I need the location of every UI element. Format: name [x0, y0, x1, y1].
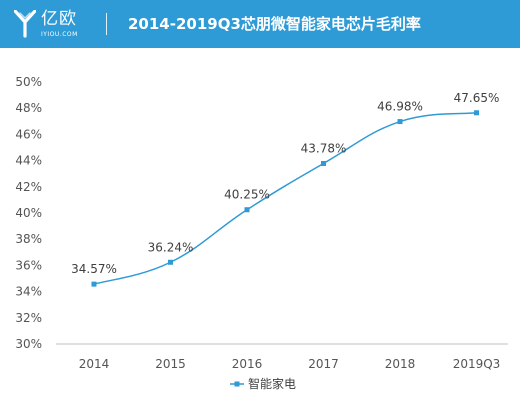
y-tick-label: 32% — [15, 311, 42, 325]
header-divider — [106, 13, 107, 35]
line-chart: 30%32%34%36%38%40%42%44%46%48%50% 2014 20… — [15, 75, 508, 391]
data-point[interactable] — [321, 160, 326, 166]
y-tick-label: 44% — [15, 154, 42, 168]
legend-label: 智能家电 — [248, 376, 296, 391]
data-point[interactable] — [168, 259, 173, 265]
x-tick-label: 2019Q3 — [453, 357, 501, 371]
y-tick-label: 42% — [15, 180, 42, 194]
data-labels: 34.57% 36.24% 40.25% 43.78% 46.98% 47.65% — [71, 91, 499, 276]
y-tick-label: 50% — [15, 75, 42, 89]
data-point[interactable] — [91, 281, 97, 287]
series-markers — [91, 110, 479, 287]
chart-area: 30% 32% 34% 36% 38% 40% 42% 44% 46% 48% 50% 2014 20… — [0, 48, 520, 400]
y-tick-label: 38% — [15, 232, 42, 246]
data-point[interactable] — [397, 119, 403, 125]
logo-text: 亿欧 — [41, 9, 77, 29]
y-tick-label: 40% — [15, 206, 42, 220]
y-tick-label: 48% — [15, 101, 42, 115]
data-label: 43.78% — [301, 141, 347, 155]
legend[interactable]: 智能家电 — [230, 376, 296, 391]
brand-logo[interactable]: 亿欧 IYIOU.COM — [0, 0, 120, 48]
header-bar: 亿欧 IYIOU.COM 2014-2019Q3芯朋微智能家电芯片毛利率 — [0, 0, 520, 48]
x-tick-label: 2014 — [79, 357, 110, 371]
chart-title: 2014-2019Q3芯朋微智能家电芯片毛利率 — [128, 15, 421, 33]
data-label: 34.57% — [71, 262, 117, 276]
data-label: 46.98% — [377, 100, 423, 114]
data-point[interactable] — [474, 110, 479, 116]
x-axis-labels: 2014 2015 2016 2017 2018 2019Q3 — [79, 357, 501, 371]
y-tick-label: 46% — [15, 127, 42, 141]
y-axis-labels: 30% 32% 34% 36% 38% 40% 42% 44% 46% 48% 50% — [15, 75, 42, 351]
series-line — [93, 112, 477, 285]
logo-mark-icon — [14, 10, 36, 38]
y-tick-label: 30% — [15, 337, 42, 351]
data-label: 36.24% — [148, 240, 194, 254]
y-tick-label: 34% — [15, 285, 42, 299]
legend-marker-icon — [234, 381, 240, 387]
data-point[interactable] — [244, 207, 250, 213]
logo-domain: IYIOU.COM — [41, 31, 78, 38]
x-tick-label: 2016 — [232, 357, 263, 371]
x-tick-label: 2015 — [155, 357, 186, 371]
x-tick-label: 2017 — [308, 357, 339, 371]
data-label: 40.25% — [224, 188, 270, 202]
y-tick-label: 36% — [15, 258, 42, 272]
data-label: 47.65% — [454, 91, 500, 105]
x-tick-label: 2018 — [385, 357, 416, 371]
